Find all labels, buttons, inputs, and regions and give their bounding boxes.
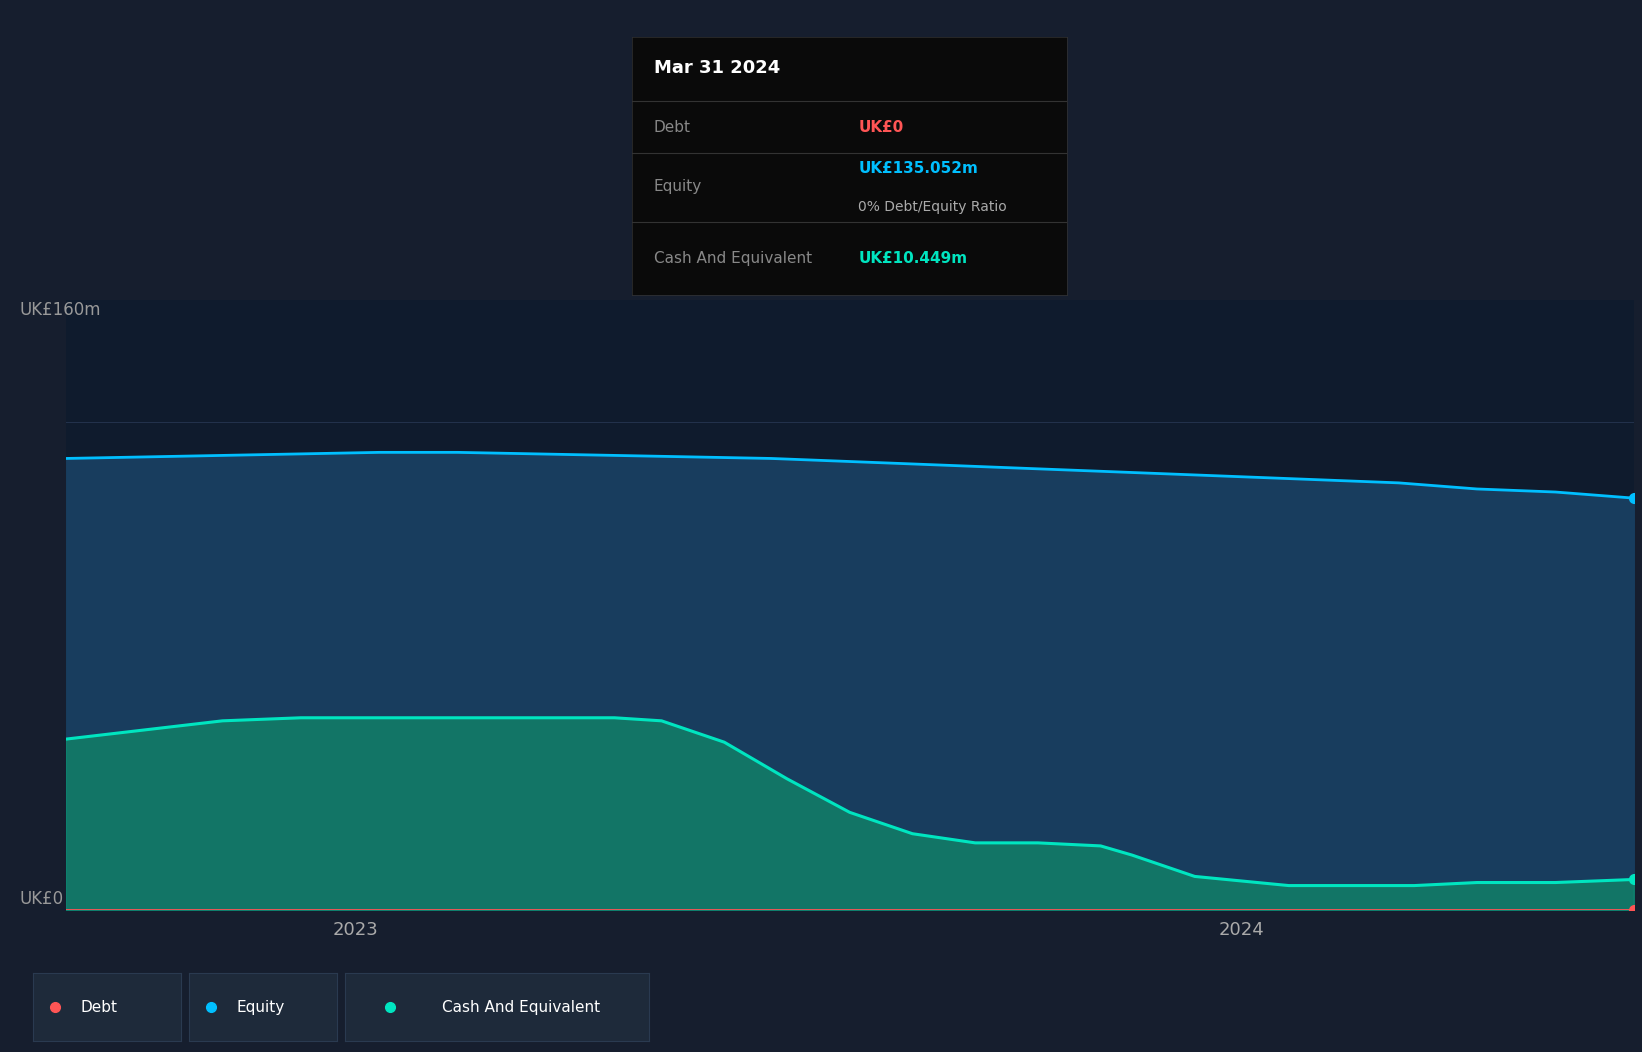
Text: UK£135.052m: UK£135.052m: [859, 161, 979, 176]
Text: UK£10.449m: UK£10.449m: [859, 251, 967, 266]
Text: Debt: Debt: [654, 120, 691, 135]
Text: Cash And Equivalent: Cash And Equivalent: [442, 999, 601, 1015]
Text: Equity: Equity: [654, 179, 703, 194]
Text: Equity: Equity: [236, 999, 284, 1015]
Text: 0% Debt/Equity Ratio: 0% Debt/Equity Ratio: [859, 200, 1007, 214]
Text: UK£0: UK£0: [20, 890, 64, 909]
Text: Mar 31 2024: Mar 31 2024: [654, 59, 780, 77]
Text: Debt: Debt: [80, 999, 117, 1015]
Text: UK£0: UK£0: [859, 120, 903, 135]
Text: UK£160m: UK£160m: [20, 301, 102, 320]
Text: Cash And Equivalent: Cash And Equivalent: [654, 251, 813, 266]
